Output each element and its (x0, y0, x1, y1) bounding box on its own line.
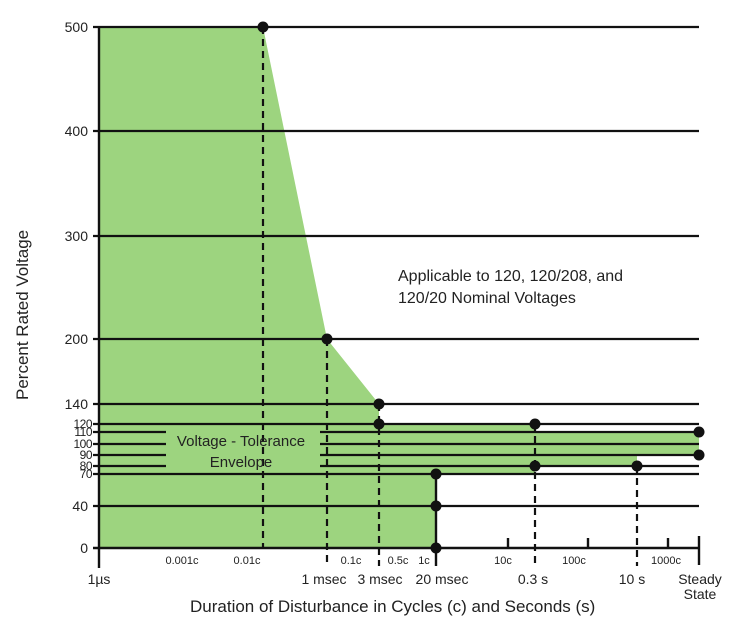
x-cycle-1000c: 1000c (651, 555, 681, 567)
y-tick-400: 400 (64, 123, 88, 139)
y-tick-90: 90 (79, 448, 93, 462)
y-tick-500: 500 (64, 19, 88, 35)
x-axis-title: Duration of Disturbance in Cycles (c) an… (190, 597, 596, 616)
y-tick-110: 110 (74, 425, 92, 439)
y-axis-title: Percent Rated Voltage (13, 229, 32, 400)
x-cycle-0.5c: 0.5c (387, 555, 409, 567)
y-tick-80: 80 (79, 459, 93, 473)
envelope-label: Voltage - Tolerance Envelope (168, 431, 314, 473)
steady-line2: State (683, 586, 717, 602)
y-tick-70: 70 (79, 467, 93, 481)
x-cycle-0.01c: 0.01c (233, 555, 261, 567)
y-tick-200: 200 (64, 331, 88, 347)
tolerance-envelope-fill (99, 27, 699, 548)
x-time-10s: 10 s (618, 571, 646, 587)
envelope-line2: Envelope (209, 454, 273, 471)
envelope-line1: Voltage - Tolerance (176, 433, 306, 450)
steady-line1: Steady (678, 571, 722, 587)
y-tick-120: 120 (73, 417, 92, 431)
y-tick-0: 0 (80, 540, 88, 556)
x-cycle-100c: 100c (562, 555, 586, 567)
x-cycle-0.001c: 0.001c (165, 555, 199, 567)
y-tick-300: 300 (64, 228, 88, 244)
dashed-guides (261, 27, 639, 566)
x-time-steady-state: Steady State (678, 572, 722, 602)
x-time-3msec: 3 msec (357, 571, 403, 587)
y-tick-140: 140 (64, 396, 88, 412)
data-points (257, 21, 705, 554)
x-time-1msec: 1 msec (301, 571, 347, 587)
x-time-0.3s: 0.3 s (517, 571, 549, 587)
y-tick-100: 100 (73, 437, 92, 451)
applicability-line1: Applicable to 120, 120/208, and (398, 268, 624, 285)
x-cycle-10c: 10c (494, 555, 512, 567)
x-time-20msec: 20 msec (415, 571, 469, 587)
y-tick-40: 40 (72, 498, 88, 514)
x-cycle-0.1c: 0.1c (340, 555, 362, 567)
applicability-note: Applicable to 120, 120/208, and 120/20 N… (398, 266, 623, 310)
x-time-1us: 1µs (87, 571, 111, 587)
axes (93, 27, 701, 568)
applicability-line2: 120/20 Nominal Voltages (398, 290, 576, 307)
x-cycle-1c: 1c (418, 555, 430, 567)
